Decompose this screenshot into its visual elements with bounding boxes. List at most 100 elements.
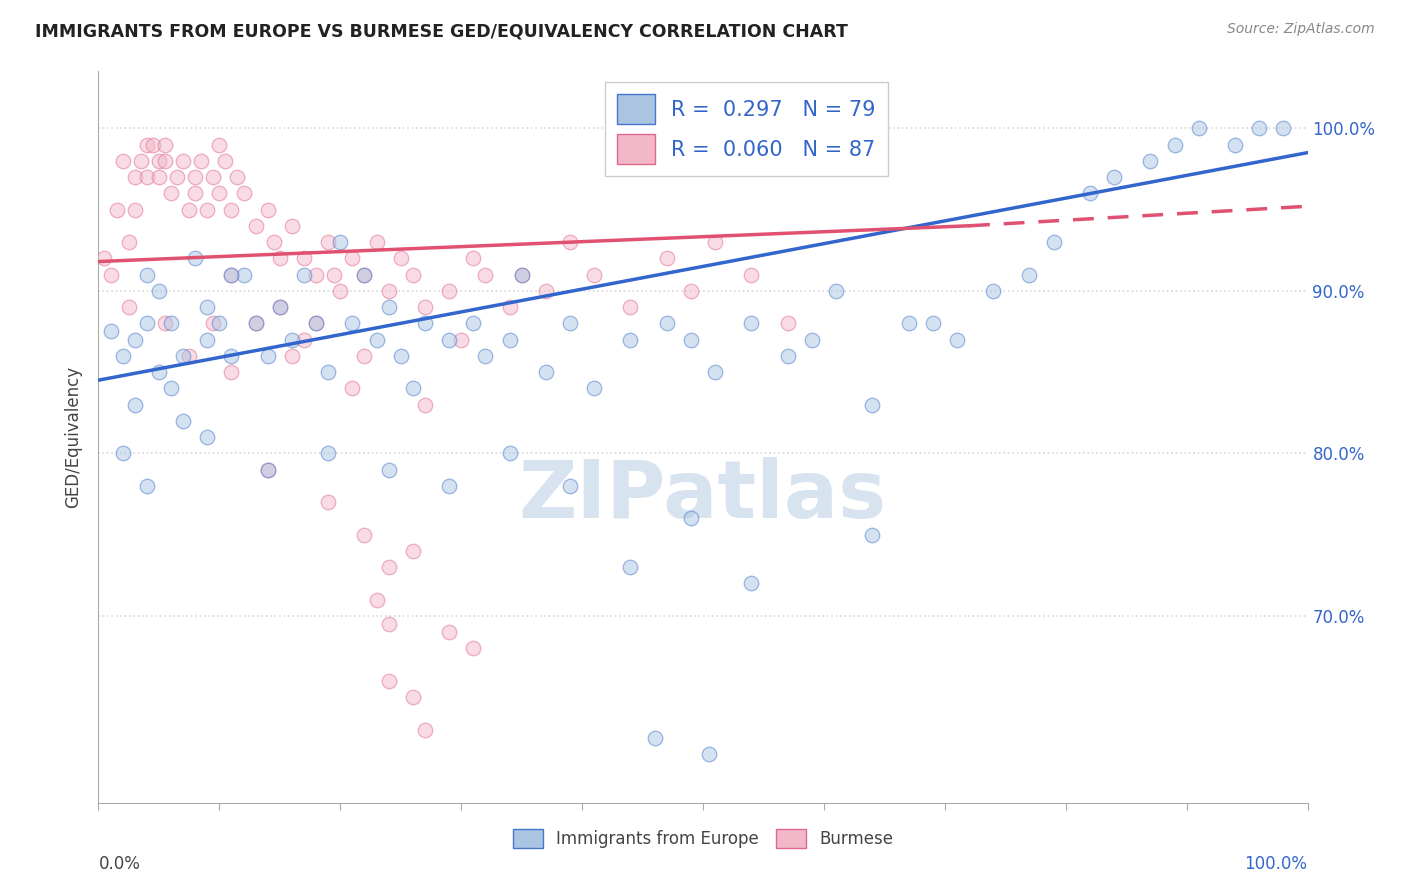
Point <box>1042 235 1064 249</box>
Point <box>245 316 267 330</box>
Point <box>558 316 581 330</box>
Point <box>342 316 364 330</box>
Point <box>619 560 641 574</box>
Point <box>776 316 799 330</box>
Point <box>135 316 157 330</box>
Point <box>1163 137 1185 152</box>
Legend: Immigrants from Europe, Burmese: Immigrants from Europe, Burmese <box>505 821 901 856</box>
Point <box>190 153 212 168</box>
Point <box>166 169 188 184</box>
Point <box>281 333 304 347</box>
Point <box>100 325 122 339</box>
Point <box>619 333 641 347</box>
Point <box>263 235 285 249</box>
Point <box>118 235 141 249</box>
Point <box>142 137 165 152</box>
Point <box>825 284 848 298</box>
Point <box>221 268 243 282</box>
Point <box>292 252 315 266</box>
Point <box>740 576 762 591</box>
Point <box>124 202 146 217</box>
Point <box>474 349 496 363</box>
Point <box>148 365 170 379</box>
Point <box>172 414 194 428</box>
Point <box>655 252 678 266</box>
Point <box>316 446 339 460</box>
Point <box>619 300 641 314</box>
Text: ZIPatlas: ZIPatlas <box>519 457 887 534</box>
Point <box>184 169 207 184</box>
Point <box>111 153 134 168</box>
Point <box>679 284 702 298</box>
Point <box>124 169 146 184</box>
Point <box>402 268 425 282</box>
Point <box>740 268 762 282</box>
Point <box>450 333 472 347</box>
Text: Source: ZipAtlas.com: Source: ZipAtlas.com <box>1227 22 1375 37</box>
Point <box>679 333 702 347</box>
Point <box>366 235 388 249</box>
Text: 100.0%: 100.0% <box>1244 855 1308 872</box>
Point <box>389 252 412 266</box>
Point <box>1139 153 1161 168</box>
Point <box>437 479 460 493</box>
Point <box>316 495 339 509</box>
Point <box>160 316 183 330</box>
Point <box>377 560 399 574</box>
Point <box>377 462 399 476</box>
Point <box>366 333 388 347</box>
Point <box>148 284 170 298</box>
Point <box>377 673 399 688</box>
Point <box>413 398 436 412</box>
Point <box>256 462 278 476</box>
Point <box>100 268 122 282</box>
Text: 0.0%: 0.0% <box>98 855 141 872</box>
Point <box>353 268 375 282</box>
Point <box>534 365 557 379</box>
Point <box>184 186 207 201</box>
Point <box>583 268 606 282</box>
Point <box>281 219 304 233</box>
Point <box>214 153 236 168</box>
Point <box>269 300 291 314</box>
Point <box>160 381 183 395</box>
Point <box>105 202 128 217</box>
Point <box>232 268 254 282</box>
Point <box>195 333 218 347</box>
Point <box>281 349 304 363</box>
Point <box>202 169 225 184</box>
Point <box>124 333 146 347</box>
Point <box>377 617 399 632</box>
Point <box>245 219 267 233</box>
Point <box>202 316 225 330</box>
Point <box>269 252 291 266</box>
Point <box>776 349 799 363</box>
Point <box>135 169 157 184</box>
Point <box>1249 121 1271 136</box>
Point <box>184 252 207 266</box>
Point <box>558 235 581 249</box>
Point <box>118 300 141 314</box>
Point <box>498 300 520 314</box>
Point <box>342 381 364 395</box>
Point <box>644 731 666 745</box>
Point <box>342 252 364 266</box>
Point <box>353 349 375 363</box>
Point <box>389 349 412 363</box>
Point <box>679 511 702 525</box>
Point <box>208 316 231 330</box>
Point <box>697 747 720 761</box>
Y-axis label: GED/Equivalency: GED/Equivalency <box>65 366 83 508</box>
Point <box>510 268 533 282</box>
Point <box>129 153 152 168</box>
Point <box>1102 169 1125 184</box>
Point <box>1018 268 1040 282</box>
Point <box>402 381 425 395</box>
Point <box>1223 137 1246 152</box>
Point <box>463 641 485 656</box>
Point <box>437 625 460 640</box>
Point <box>179 349 201 363</box>
Point <box>437 333 460 347</box>
Point <box>135 479 157 493</box>
Point <box>463 252 485 266</box>
